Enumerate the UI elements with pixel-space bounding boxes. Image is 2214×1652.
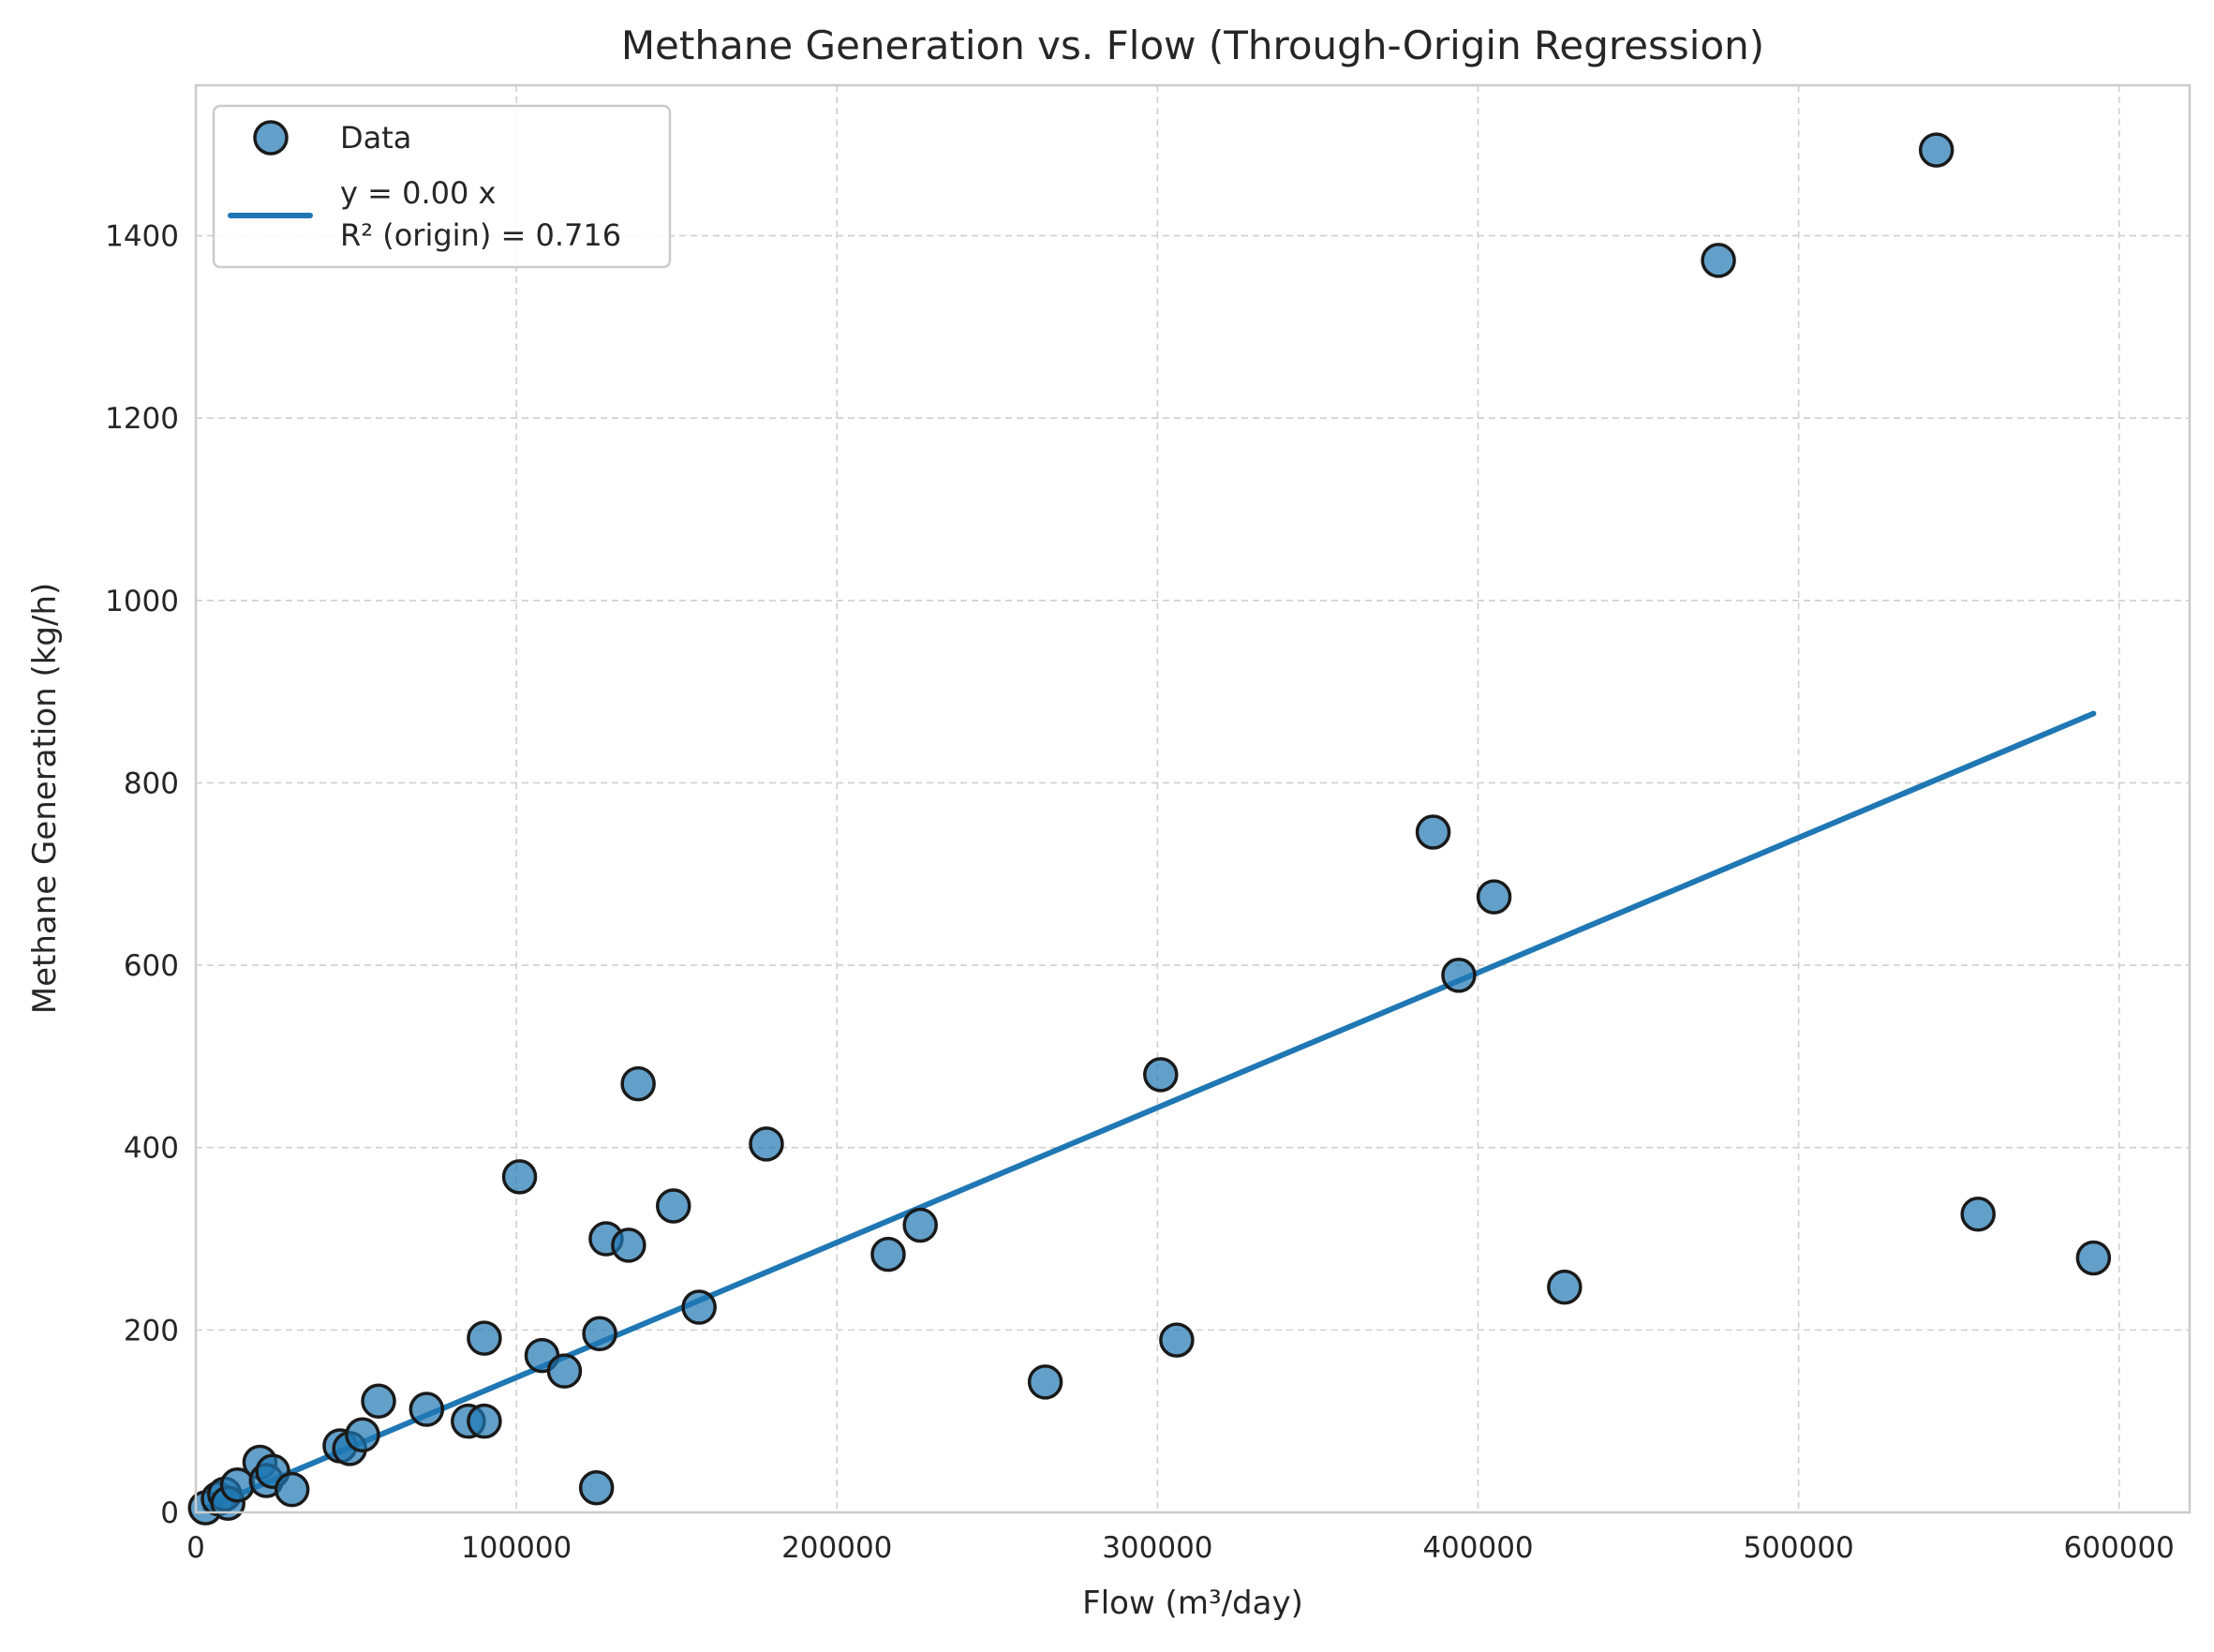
legend: Data y = 0.00 x R² (origin) = 0.716 — [212, 104, 672, 269]
data-point — [749, 1126, 784, 1162]
legend-data-marker — [253, 120, 289, 156]
legend-box — [212, 104, 672, 269]
y-tick-label: 0 — [160, 1496, 179, 1530]
data-point — [274, 1471, 310, 1508]
y-tick-label: 1200 — [105, 402, 179, 436]
data-points — [187, 132, 2112, 1525]
data-point — [1701, 243, 1736, 278]
data-point — [2075, 1240, 2112, 1276]
data-point — [620, 1065, 656, 1102]
y-tick-label: 1000 — [105, 585, 179, 618]
y-tick-label: 800 — [124, 766, 179, 800]
x-tick-label: 200000 — [781, 1531, 892, 1565]
data-point — [1547, 1269, 1582, 1305]
data-point — [1476, 879, 1512, 915]
legend-fit-r2: R² (origin) = 0.716 — [340, 217, 621, 253]
data-point — [1027, 1364, 1063, 1400]
tick-labels: 0 100000 200000 300000 400000 500000 600000 0 20… — [105, 220, 2175, 1565]
data-point — [409, 1392, 445, 1427]
y-tick-label: 1400 — [105, 220, 179, 254]
chart-title: Methane Generation vs. Flow (Through-Ori… — [621, 22, 1764, 68]
data-point — [1143, 1057, 1179, 1093]
legend-data-label: Data — [340, 120, 411, 156]
x-tick-label: 500000 — [1743, 1531, 1853, 1565]
regression-line — [202, 710, 2097, 1511]
data-point — [870, 1236, 906, 1272]
x-tick-label: 400000 — [1422, 1531, 1533, 1565]
x-tick-label: 0 — [186, 1531, 205, 1565]
x-axis-label: Flow (m³/day) — [1082, 1585, 1303, 1622]
y-tick-label: 600 — [124, 949, 179, 983]
plot-frame — [194, 83, 2192, 1514]
y-tick-label: 200 — [124, 1314, 179, 1347]
data-point — [467, 1403, 502, 1439]
data-point — [582, 1316, 617, 1352]
data-point — [361, 1383, 396, 1420]
data-point — [345, 1417, 380, 1453]
data-point — [656, 1188, 691, 1224]
data-point — [902, 1207, 938, 1243]
x-tick-label: 100000 — [461, 1531, 572, 1565]
data-point — [546, 1353, 583, 1389]
data-point — [501, 1159, 538, 1195]
regression-line-layer — [202, 710, 2097, 1511]
data-point — [1159, 1322, 1195, 1358]
data-point — [578, 1469, 615, 1506]
data-point — [681, 1289, 717, 1325]
x-tick-label: 300000 — [1102, 1531, 1212, 1565]
data-point — [611, 1228, 646, 1263]
data-point — [1918, 132, 1954, 168]
data-point — [1441, 958, 1477, 993]
data-point — [1960, 1197, 1996, 1232]
x-tick-label: 600000 — [2064, 1531, 2175, 1565]
legend-fit-equation: y = 0.00 x — [340, 175, 496, 211]
data-point — [467, 1320, 502, 1356]
y-tick-label: 400 — [124, 1132, 179, 1166]
y-axis-label: Methane Generation (kg/h) — [26, 583, 64, 1015]
data-point — [1415, 814, 1451, 850]
